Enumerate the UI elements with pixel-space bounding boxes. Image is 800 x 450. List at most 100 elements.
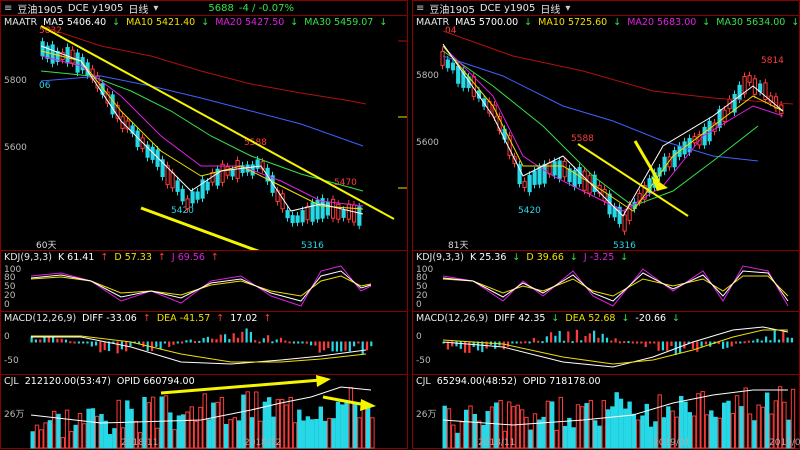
candle [40,41,45,57]
macd-bar [310,341,313,346]
macd-bar [370,341,373,347]
candle [205,181,210,191]
volume-bar [241,394,246,449]
macd-bar [670,341,673,346]
kdj-legend: KDJ(9,3,3) K 25.36 ↓ D 39.66 ↓ J -3.25 ↓ [416,252,628,263]
volume-bar [271,416,276,449]
macd-bar [340,341,343,352]
macd-bar [56,338,59,343]
volume-bar [597,425,602,449]
price-pane[interactable]: MAATR MA5 5406.40 ↓ MA10 5421.40 ↓ MA20 54… [1,16,407,251]
macd-bar [623,341,626,344]
volume-pane[interactable]: CJL 212120.00(53:47) OPID 660794.00 26万 … [1,375,407,450]
candle [440,50,445,66]
volume-bar [782,401,787,449]
ma10-value: MA10 5725.60 [538,17,608,28]
volume-bar [155,427,160,449]
right-chart-panel[interactable]: ≡ 豆油1905 DCE y1905 日线 ▾ MAATR MA5 5700.0… [412,0,800,449]
macd-bar [743,341,746,344]
macd-bar [696,341,699,352]
period-selector[interactable]: 日线 [128,4,149,16]
chevron-down-icon[interactable]: ▾ [153,2,159,14]
candle [215,168,220,186]
volume-bar [610,406,615,449]
period-selector[interactable]: 日线 [540,4,561,16]
macd-bar [99,341,102,353]
macd-bar [722,341,725,349]
volume-bar [476,420,482,449]
macd-bar [734,341,738,344]
price-pane[interactable]: MAATR MA5 5700.00 ↓ MA10 5725.60 ↓ MA20 56… [413,16,799,251]
macd-bar [47,337,50,343]
arrow-down-icon: ↓ [672,313,680,324]
macd-bar [588,333,591,343]
volume-bar [627,401,632,449]
candle [180,188,185,202]
arrow-down-icon: ↓ [569,252,578,263]
volume-bar [64,409,70,449]
menu-icon[interactable]: ≡ [416,2,425,14]
ma60-line [40,75,364,147]
macd-bar [284,340,287,343]
menu-icon[interactable]: ≡ [4,2,13,14]
volume-bar [584,403,589,449]
volume-pane[interactable]: CJL 65294.00(48:52) OPID 718178.00 26万 2… [413,375,800,450]
kdj-k: K 25.36 [469,252,507,263]
ma-indicator-name: MAATR [416,17,450,28]
volume-bar [550,401,555,449]
volume-bar [202,393,207,449]
volume-bar [370,417,375,449]
volume-bar [236,420,242,449]
arrow-up-icon: ↑ [210,252,219,263]
chevron-down-icon[interactable]: ▾ [565,2,571,14]
macd-bar [524,341,527,344]
kdj-axis: 80 [4,273,16,283]
macd-bar [537,340,540,343]
macd-bar [322,341,326,351]
volume-bar [640,415,645,449]
cjl-legend: CJL 212120.00(53:47) OPID 660794.00 [4,376,195,387]
recent-high-label: 5470 [334,178,357,188]
volume-bar [193,420,199,449]
candle [732,93,737,113]
macd-bar [232,333,235,343]
candle [747,75,752,83]
macd-pane[interactable]: MACD(12,26,9) DIFF 42.35 ↓ DEA 52.68 ↓ -20… [413,312,799,375]
macd-bar [211,338,214,343]
volume-bar [481,424,486,449]
candle [532,170,537,185]
macd-bar [155,341,158,347]
volume-bar [60,437,65,449]
macd-bar [558,330,561,343]
kdj-axis: 100 [4,265,22,275]
macd-bar [532,337,536,343]
cjl-opid: OPID 660794.00 [116,376,195,387]
macd-pane[interactable]: MACD(12,26,9) DIFF -33.06 ↑ DEA -41.57 ↑ 1… [1,312,407,375]
volume-bar [116,399,121,449]
macd-bar [644,341,647,348]
volume-bar [700,391,705,449]
candle [456,65,461,84]
volume-bar [739,406,744,449]
candle [320,198,325,219]
arrow-down-icon: ↓ [551,313,560,324]
candle [300,210,305,223]
kdj-pane[interactable]: KDJ(9,3,3) K 25.36 ↓ D 39.66 ↓ J -3.25 ↓ 10… [413,251,799,312]
candle [200,179,205,199]
kdj-axis: 80 [416,273,428,283]
volume-bar [275,399,281,449]
cjl-volume: 65294.00(48:52) [436,376,517,387]
kdj-pane[interactable]: KDJ(9,3,3) K 61.41 ↑ D 57.33 ↑ J 69.56 ↑ 10… [1,251,407,312]
macd-bar [446,341,449,350]
macd-bar [459,341,462,349]
macd-bar [292,341,295,344]
volume-bar [181,414,186,449]
candle [517,164,522,185]
arrow-up-icon: ↑ [157,252,166,263]
volume-bar [82,423,87,449]
macd-bar [172,341,175,345]
macd-bar [747,340,750,343]
candle [527,174,532,193]
left-chart-panel[interactable]: ≡ 豆油1905 DCE y1905 日线 ▾ 5688 -4 / -0.07%… [0,0,408,449]
volume-bar [541,416,546,449]
